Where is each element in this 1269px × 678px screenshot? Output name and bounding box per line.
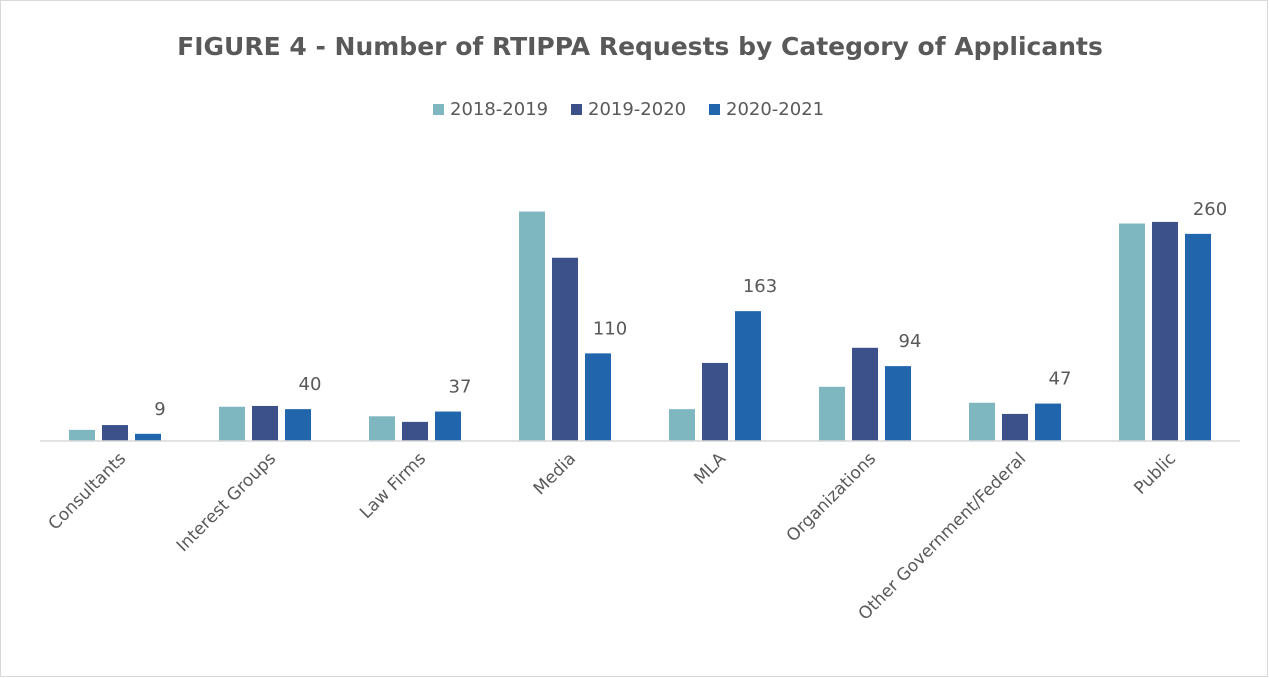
data-label: 260: [1193, 199, 1227, 220]
bar: [435, 411, 461, 441]
bar: [1002, 413, 1028, 441]
data-label: 47: [1049, 369, 1072, 390]
legend-swatch: [709, 104, 720, 115]
bar: [702, 362, 728, 441]
bar: [1119, 223, 1145, 441]
bar: [135, 433, 161, 441]
bar: [402, 421, 428, 441]
data-label: 40: [299, 374, 322, 395]
bar: [369, 416, 395, 441]
bar: [69, 429, 95, 441]
data-label: 163: [743, 276, 777, 297]
data-label: 37: [449, 377, 472, 398]
bar: [252, 405, 278, 441]
bar: [735, 311, 761, 441]
bar: [819, 386, 845, 441]
legend-label: 2019-2020: [588, 99, 686, 120]
bar: [102, 425, 128, 441]
bar: [585, 353, 611, 441]
legend-label: 2018-2019: [450, 99, 548, 120]
bar: [852, 347, 878, 441]
bar: [519, 211, 545, 441]
data-label: 110: [593, 318, 627, 339]
bar: [969, 402, 995, 441]
bar: [285, 409, 311, 441]
bar: [552, 257, 578, 441]
bar: [1035, 403, 1061, 441]
bar: [219, 406, 245, 441]
legend-swatch: [433, 104, 444, 115]
bar: [885, 366, 911, 441]
data-label: 94: [899, 331, 922, 352]
legend-label: 2020-2021: [726, 99, 824, 120]
bar: [669, 409, 695, 441]
data-label: 9: [154, 399, 165, 420]
bar: [1152, 221, 1178, 441]
legend-swatch: [571, 104, 582, 115]
chart-title: FIGURE 4 - Number of RTIPPA Requests by …: [177, 32, 1103, 61]
bar: [1185, 233, 1211, 441]
